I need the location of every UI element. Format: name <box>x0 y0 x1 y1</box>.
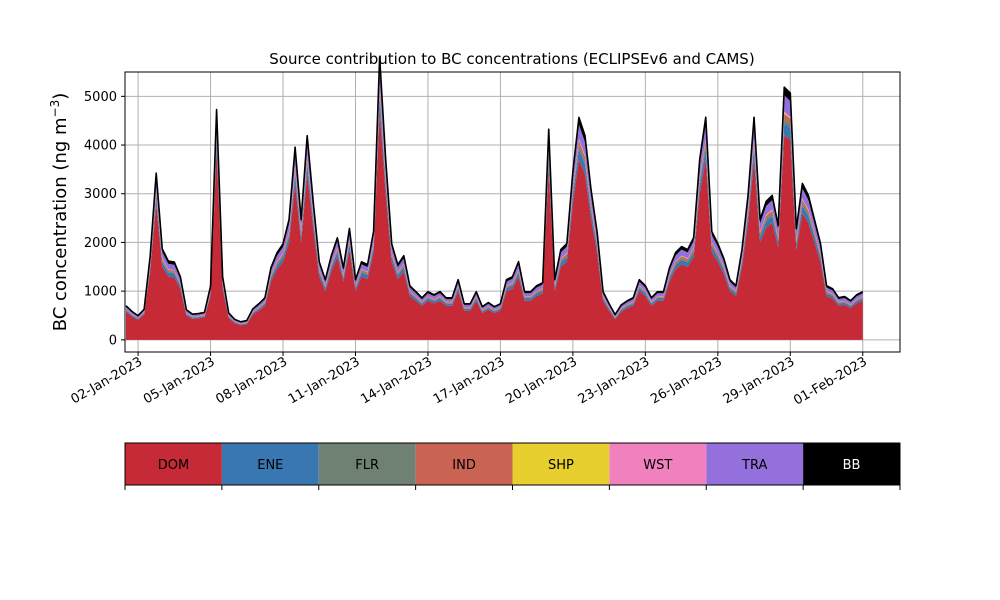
y-axis-label-exponent: −3 <box>48 100 62 118</box>
legend-swatch-ind <box>415 443 513 485</box>
legend-swatch-tra <box>706 443 804 485</box>
x-tick-label: 01-Feb-2023 <box>791 354 870 408</box>
area-dom <box>126 110 863 340</box>
x-tick-label: 11-Jan-2023 <box>286 354 363 407</box>
x-tick-label: 26-Jan-2023 <box>648 354 725 407</box>
x-tick-label: 14-Jan-2023 <box>358 354 435 407</box>
x-tick-label: 20-Jan-2023 <box>503 354 580 407</box>
x-axis-ticks: 02-Jan-202305-Jan-202308-Jan-202311-Jan-… <box>68 352 870 408</box>
y-axis-label-close: ) <box>50 93 71 100</box>
legend-label-ind: IND <box>452 458 476 473</box>
x-tick-label: 08-Jan-2023 <box>213 354 290 407</box>
legend-swatch-flr <box>318 443 416 485</box>
plot-frame <box>124 71 901 353</box>
legend-label-flr: FLR <box>355 458 379 473</box>
x-tick-label: 23-Jan-2023 <box>576 354 653 407</box>
y-tick-label: 0 <box>109 333 117 348</box>
legend-label-bb: BB <box>843 458 861 473</box>
x-tick-label: 17-Jan-2023 <box>431 354 508 407</box>
x-tick-label: 29-Jan-2023 <box>721 354 798 407</box>
legend-swatch-wst <box>609 443 707 485</box>
svg-text:BC concentration (ng m−3): BC concentration (ng m−3) <box>48 93 71 332</box>
y-tick-label: 4000 <box>84 139 117 154</box>
chart-title: Source contribution to BC concentrations… <box>269 50 754 68</box>
legend-swatch-bb <box>803 443 900 485</box>
legend-label-shp: SHP <box>548 458 574 473</box>
stacked-areas <box>126 56 863 340</box>
legend-swatch-ene <box>221 443 319 485</box>
total-line <box>125 56 864 323</box>
legend-label-ene: ENE <box>257 458 283 473</box>
x-tick-label: 02-Jan-2023 <box>68 354 145 407</box>
y-tick-label: 5000 <box>84 90 117 105</box>
y-tick-label: 2000 <box>84 236 117 251</box>
x-tick-label: 05-Jan-2023 <box>141 354 218 407</box>
legend-label-tra: TRA <box>741 458 767 473</box>
source-legend: DOM ENE FLR IND SHP WST TRA BB <box>124 442 901 490</box>
legend-swatch-dom <box>125 443 222 485</box>
legend-label-wst: WST <box>643 458 672 473</box>
legend-swatch-shp <box>512 443 610 485</box>
y-axis-label-text: BC concentration (ng m <box>50 117 71 331</box>
legend-label-dom: DOM <box>158 458 189 473</box>
y-tick-label: 3000 <box>84 187 117 202</box>
y-axis-ticks: 0 1000 2000 3000 4000 5000 <box>84 90 125 348</box>
y-axis-label: BC concentration (ng m−3) <box>48 93 71 332</box>
y-tick-label: 1000 <box>84 285 117 300</box>
total-concentration-line <box>125 56 864 323</box>
